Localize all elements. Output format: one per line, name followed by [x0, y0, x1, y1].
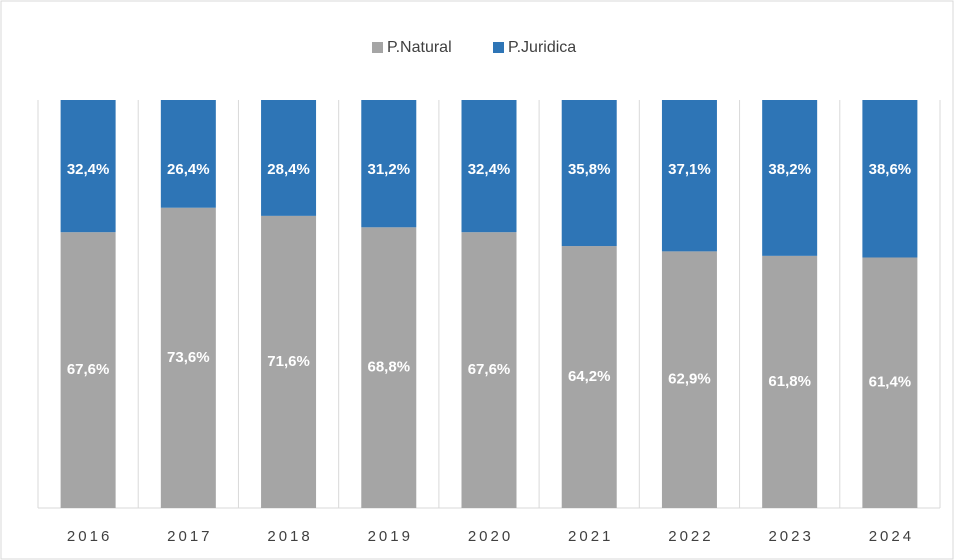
x-tick-label: 2019 — [368, 528, 413, 545]
x-tick-label: 2016 — [67, 528, 112, 545]
bar-segment — [261, 100, 317, 216]
data-label: 67,6% — [67, 361, 110, 378]
x-tick-label: 2020 — [468, 528, 513, 545]
bar-segment — [561, 100, 617, 247]
data-label: 32,4% — [468, 161, 511, 178]
bar-segment — [361, 227, 417, 508]
bar-segment — [60, 232, 116, 508]
x-tick-label: 2021 — [568, 528, 613, 545]
data-label: 35,8% — [568, 161, 611, 178]
bar-segment — [60, 100, 116, 233]
data-label: 38,2% — [768, 161, 811, 178]
data-label: 32,4% — [67, 161, 110, 178]
bar-segment — [361, 100, 417, 228]
bar-segment — [461, 100, 517, 233]
data-label: 26,4% — [167, 161, 210, 178]
bar-segment — [762, 255, 818, 508]
data-label: 64,2% — [568, 368, 611, 385]
bar-segment — [160, 207, 216, 508]
legend-label: P.Natural — [387, 39, 452, 56]
x-tick-label: 2024 — [869, 528, 914, 545]
x-tick-label: 2023 — [768, 528, 813, 545]
data-label: 62,9% — [668, 371, 711, 388]
x-tick-label: 2017 — [167, 528, 212, 545]
data-label: 67,6% — [468, 361, 511, 378]
data-label: 71,6% — [267, 353, 310, 370]
data-label: 68,8% — [368, 359, 411, 376]
bar-segment — [160, 100, 216, 208]
legend-label: P.Juridica — [508, 39, 576, 56]
legend-swatch — [372, 42, 383, 53]
data-label: 73,6% — [167, 349, 210, 366]
bar-segment — [461, 232, 517, 508]
bar-segment — [762, 100, 818, 256]
bar-segment — [661, 251, 717, 509]
bar-segment — [661, 100, 717, 252]
data-label: 61,4% — [869, 374, 912, 391]
x-tick-label: 2022 — [668, 528, 713, 545]
bar-segment — [862, 100, 918, 258]
data-label: 61,8% — [768, 373, 811, 390]
data-label: 38,6% — [869, 161, 912, 178]
legend-swatch — [493, 42, 504, 53]
bar-segment — [261, 215, 317, 508]
data-label: 31,2% — [368, 161, 411, 178]
bar-segment — [561, 246, 617, 508]
bar-segment — [862, 257, 918, 508]
x-tick-label: 2018 — [267, 528, 312, 545]
data-label: 37,1% — [668, 161, 711, 178]
data-label: 28,4% — [267, 161, 310, 178]
